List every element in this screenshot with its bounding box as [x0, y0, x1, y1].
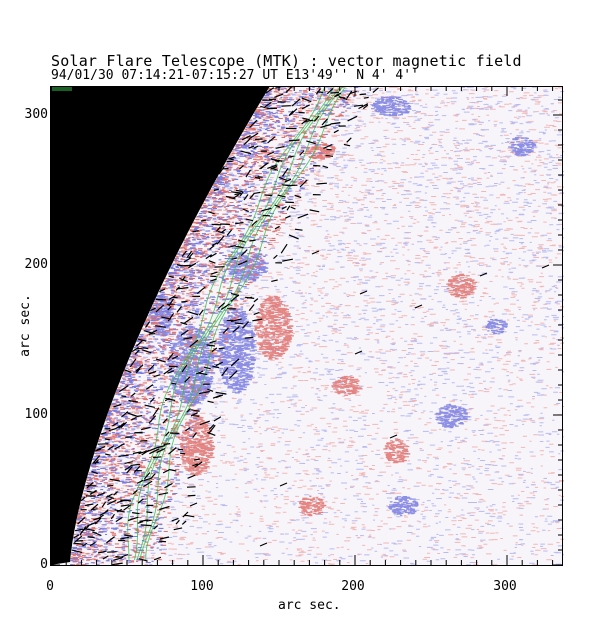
transverse-field-vectors: [71, 86, 550, 566]
x-tick-label-100: 100: [190, 579, 214, 594]
y-tick-label-0: 0: [40, 557, 48, 572]
x-tick-label-300: 300: [493, 579, 517, 594]
y-axis-label: arc sec.: [17, 294, 33, 357]
plot-title: Solar Flare Telescope (MTK) : vector mag…: [51, 52, 522, 70]
y-tick-label-300: 300: [24, 107, 48, 122]
x-axis-label: arc sec.: [278, 598, 341, 613]
y-tick-label-100: 100: [24, 407, 48, 422]
plot-frame: [50, 86, 563, 566]
magnetogram-image: [50, 86, 564, 566]
y-tick-label-200: 200: [24, 257, 48, 272]
plot-subtitle: 94/01/30 07:14:21-07:15:27 UT E13'49'' N…: [51, 68, 419, 83]
x-tick-label-200: 200: [341, 579, 365, 594]
magnetogram-plot: [50, 86, 564, 566]
x-tick-label-0: 0: [46, 579, 54, 594]
